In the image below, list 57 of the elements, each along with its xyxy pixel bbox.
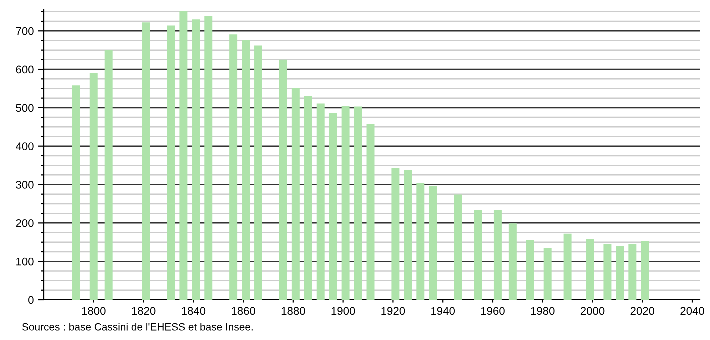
bar bbox=[292, 88, 300, 300]
y-tick-label: 100 bbox=[16, 258, 34, 266]
x-tick-label: 1880 bbox=[282, 307, 306, 316]
x-tick-label: 2000 bbox=[580, 307, 605, 316]
y-tick-label: 500 bbox=[16, 104, 34, 112]
bar bbox=[429, 186, 438, 300]
bar bbox=[254, 46, 262, 300]
bar bbox=[392, 168, 400, 300]
bar bbox=[180, 11, 188, 300]
bar bbox=[192, 20, 200, 300]
x-tick-label: 1940 bbox=[432, 307, 456, 316]
x-tick-label: 1920 bbox=[382, 307, 406, 316]
x-tick-label: 1860 bbox=[232, 307, 256, 316]
bar bbox=[641, 241, 650, 300]
y-tick-label: 200 bbox=[16, 219, 34, 228]
x-tick-label: 1900 bbox=[332, 307, 356, 316]
x-tick-label: 1820 bbox=[132, 307, 156, 316]
bar bbox=[230, 34, 238, 300]
x-tick-label: 1960 bbox=[481, 307, 505, 316]
x-tick-label: 2020 bbox=[630, 307, 655, 316]
y-tick-label: 0 bbox=[28, 296, 34, 304]
y-tick-label: 300 bbox=[16, 181, 34, 189]
bar bbox=[564, 234, 572, 300]
bar bbox=[604, 244, 612, 300]
bar bbox=[204, 16, 213, 300]
bar bbox=[104, 50, 113, 300]
bar bbox=[354, 106, 362, 300]
bar bbox=[167, 26, 176, 300]
bar bbox=[329, 113, 338, 300]
bar bbox=[304, 96, 312, 300]
bar bbox=[90, 73, 98, 300]
bar bbox=[366, 124, 375, 300]
y-tick-label: 600 bbox=[16, 66, 34, 74]
bar bbox=[279, 60, 288, 300]
y-tick-label: 700 bbox=[16, 27, 34, 36]
bar bbox=[316, 104, 325, 300]
bar bbox=[526, 240, 534, 300]
bar bbox=[586, 239, 594, 300]
x-tick-label: 1800 bbox=[82, 307, 106, 316]
y-tick-label: 400 bbox=[16, 142, 34, 150]
x-tick-label: 1980 bbox=[531, 307, 555, 316]
bar bbox=[342, 106, 350, 300]
bar bbox=[242, 40, 250, 300]
bar bbox=[142, 22, 150, 300]
bar bbox=[544, 248, 552, 300]
bar bbox=[616, 246, 624, 300]
source-note: Sources : base Cassini de l'EHESS et base Insee. bbox=[22, 323, 253, 331]
bar bbox=[628, 244, 637, 300]
bar bbox=[474, 210, 482, 300]
bar bbox=[416, 183, 425, 300]
bar bbox=[454, 194, 462, 300]
bar bbox=[494, 210, 502, 300]
bar bbox=[72, 86, 80, 300]
bar bbox=[404, 170, 412, 300]
x-tick-label: 2040 bbox=[680, 307, 704, 316]
x-tick-label: 1840 bbox=[182, 307, 206, 316]
bar bbox=[508, 224, 517, 300]
